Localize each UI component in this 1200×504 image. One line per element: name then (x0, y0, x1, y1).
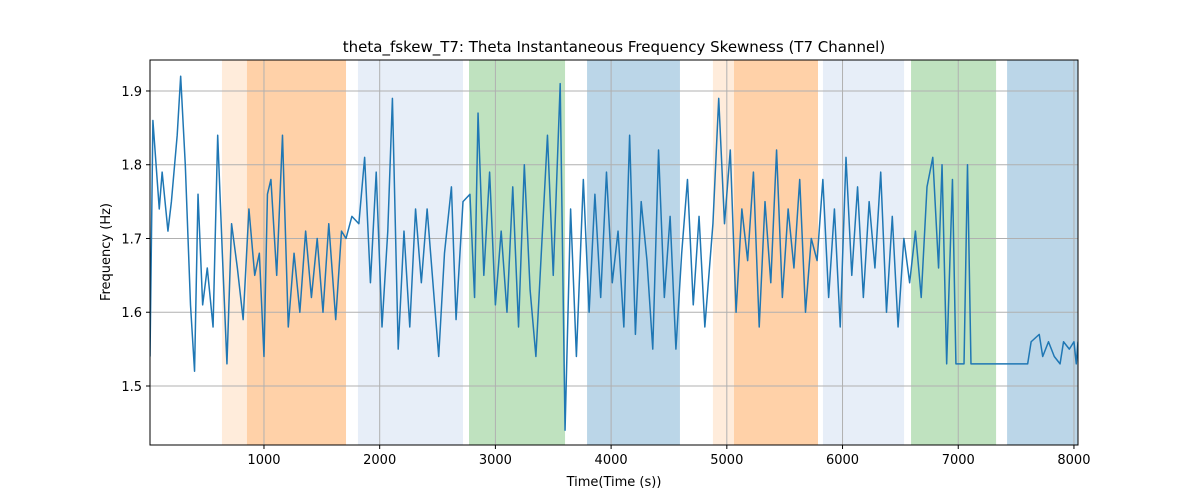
highlight-span (246, 60, 347, 445)
x-tick-label: 5000 (710, 453, 743, 468)
x-tick-label: 2000 (363, 453, 396, 468)
x-tick-label: 6000 (826, 453, 859, 468)
x-tick-label: 4000 (595, 453, 628, 468)
y-axis-label: Frequency (Hz) (99, 203, 114, 301)
plot-frame (149, 59, 1079, 446)
y-tick-label: 1.5 (121, 380, 142, 395)
highlight-span (221, 60, 347, 445)
x-tick-label: 8000 (1057, 453, 1090, 468)
highlight-span (1007, 60, 1078, 445)
y-tick-label: 1.8 (121, 159, 142, 174)
highlight-span (822, 60, 905, 445)
highlight-span (357, 60, 463, 445)
x-axis-label: Time(Time (s)) (566, 475, 662, 490)
y-tick-label: 1.6 (121, 306, 142, 321)
x-tick-label: 7000 (942, 453, 975, 468)
data-line (150, 75, 1078, 431)
chart-title: theta_fskew_T7: Theta Instantaneous Freq… (343, 38, 885, 57)
x-tick-label: 1000 (247, 453, 280, 468)
y-tick-label: 1.9 (121, 85, 142, 100)
x-tick-label: 3000 (479, 453, 512, 468)
y-tick-label: 1.7 (121, 232, 142, 247)
highlight-span (712, 60, 818, 445)
